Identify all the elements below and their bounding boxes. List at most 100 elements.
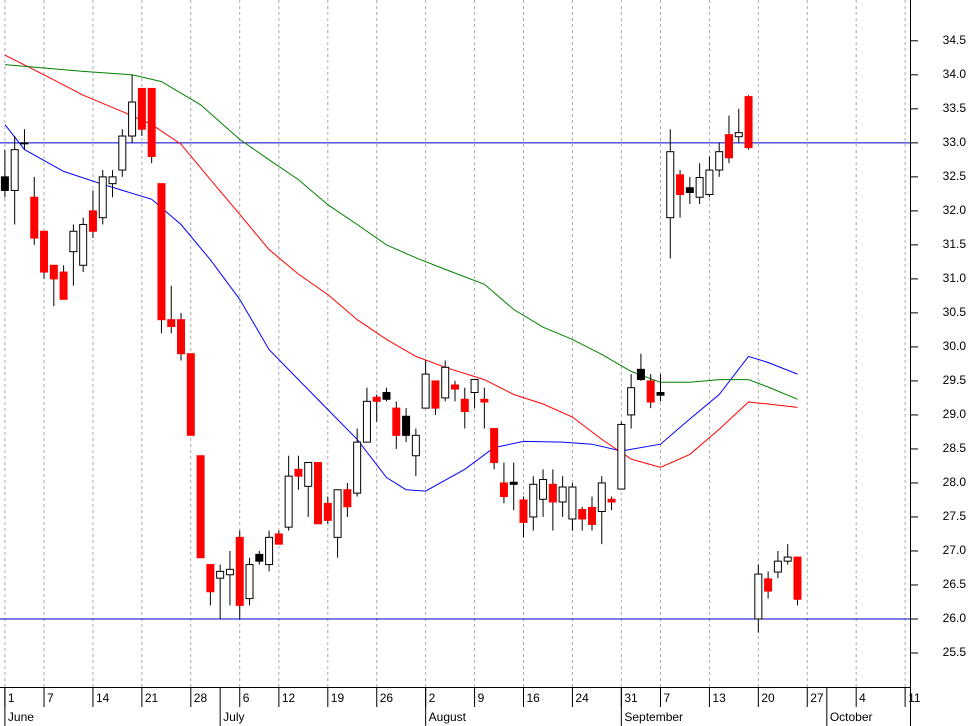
x-tick-label: 6 — [243, 691, 250, 705]
x-tick-label: 27 — [810, 691, 824, 705]
candle-body — [245, 564, 254, 600]
y-tick-label: 27.5 — [943, 509, 967, 523]
x-tick-label: 13 — [712, 691, 726, 705]
candle-body — [666, 151, 675, 219]
x-tick-label: 31 — [624, 691, 638, 705]
y-tick-label: 30.0 — [943, 339, 967, 353]
candle-body — [646, 380, 655, 403]
candle-body — [284, 475, 293, 528]
x-tick-label: 4 — [859, 691, 866, 705]
candle-body — [715, 151, 724, 171]
x-tick-label: 7 — [47, 691, 54, 705]
candle-body — [177, 319, 186, 355]
moving-average-line — [4, 54, 798, 468]
x-tick-label: 2 — [429, 691, 436, 705]
y-tick-label: 26.0 — [943, 611, 967, 625]
candle-body — [353, 441, 362, 494]
y-tick-label: 32.5 — [943, 169, 967, 183]
y-tick-label: 30.5 — [943, 305, 967, 319]
candle-body — [10, 149, 19, 191]
candle-body — [451, 384, 459, 390]
candle-body — [695, 177, 704, 198]
candle-body — [186, 353, 195, 436]
candle-body — [128, 101, 137, 137]
candle-body — [235, 536, 244, 606]
x-tick-label: 26 — [380, 691, 394, 705]
candle-body — [597, 482, 606, 513]
candle-body — [225, 568, 234, 576]
x-tick-label: 9 — [478, 691, 485, 705]
candle-body — [137, 87, 146, 130]
candle-body — [529, 483, 538, 518]
candle-body — [636, 368, 645, 381]
candle-body — [754, 573, 763, 620]
candle-body — [568, 486, 577, 520]
x-tick-label: 24 — [575, 691, 589, 705]
candle-body — [509, 481, 518, 485]
candle-body — [59, 271, 68, 300]
candle-body — [607, 498, 616, 503]
x-tick-label: 21 — [145, 691, 159, 705]
y-tick-label: 28.5 — [943, 441, 967, 455]
candle-body — [147, 87, 156, 157]
candle-body — [480, 398, 489, 403]
candle-body — [196, 455, 205, 559]
y-tick-label: 29.5 — [943, 373, 967, 387]
candle-body — [734, 132, 743, 138]
candle-body — [274, 533, 283, 545]
y-tick-label: 34.5 — [943, 33, 967, 47]
candle-body — [411, 434, 420, 457]
candle-body — [382, 391, 391, 400]
candle-body — [265, 536, 274, 566]
candle-body — [460, 398, 469, 413]
candle-body — [578, 508, 587, 520]
y-tick-label: 31.0 — [943, 271, 967, 285]
month-label: September — [624, 710, 683, 724]
candle-body — [724, 134, 733, 159]
candle-body — [441, 366, 450, 399]
x-tick-label: 11 — [908, 691, 921, 705]
x-tick-label: 7 — [663, 691, 670, 705]
candle-body — [255, 553, 264, 562]
candle-body — [627, 387, 636, 416]
candle-body — [304, 462, 313, 487]
candle-body — [490, 428, 499, 464]
candle-body — [421, 373, 430, 409]
candle-body — [744, 96, 753, 149]
x-tick-label: 1 — [8, 691, 15, 705]
y-tick-label: 33.0 — [943, 135, 967, 149]
candle-body — [783, 556, 792, 562]
x-tick-label: 20 — [761, 691, 775, 705]
candle-body — [676, 174, 685, 196]
candle-body — [118, 135, 127, 171]
x-tick-label: 12 — [282, 691, 296, 705]
candle-body — [40, 230, 49, 273]
candle-body — [656, 391, 665, 396]
month-label: August — [429, 710, 467, 724]
candle-body — [216, 570, 225, 579]
y-tick-label: 25.5 — [943, 645, 967, 659]
candle-body — [98, 176, 107, 219]
candle-body — [323, 502, 332, 521]
y-tick-label: 26.5 — [943, 577, 967, 591]
candle-body — [79, 223, 88, 266]
candle-body — [617, 423, 626, 490]
moving-average-line — [4, 64, 798, 400]
x-tick-label: 14 — [96, 691, 110, 705]
candle-body — [705, 169, 714, 196]
y-tick-label: 27.0 — [943, 543, 967, 557]
candle-body — [402, 415, 411, 436]
candle-body — [167, 319, 176, 327]
candle-body — [392, 407, 401, 436]
candle-body — [333, 489, 342, 538]
y-tick-label: 34.0 — [943, 67, 967, 81]
candle-body — [30, 196, 39, 239]
candle-body — [206, 564, 215, 593]
candle-body — [558, 486, 567, 503]
candle-body — [773, 560, 782, 573]
candle-body — [88, 210, 97, 232]
candle-body — [470, 379, 479, 393]
x-tick-label: 19 — [331, 691, 345, 705]
